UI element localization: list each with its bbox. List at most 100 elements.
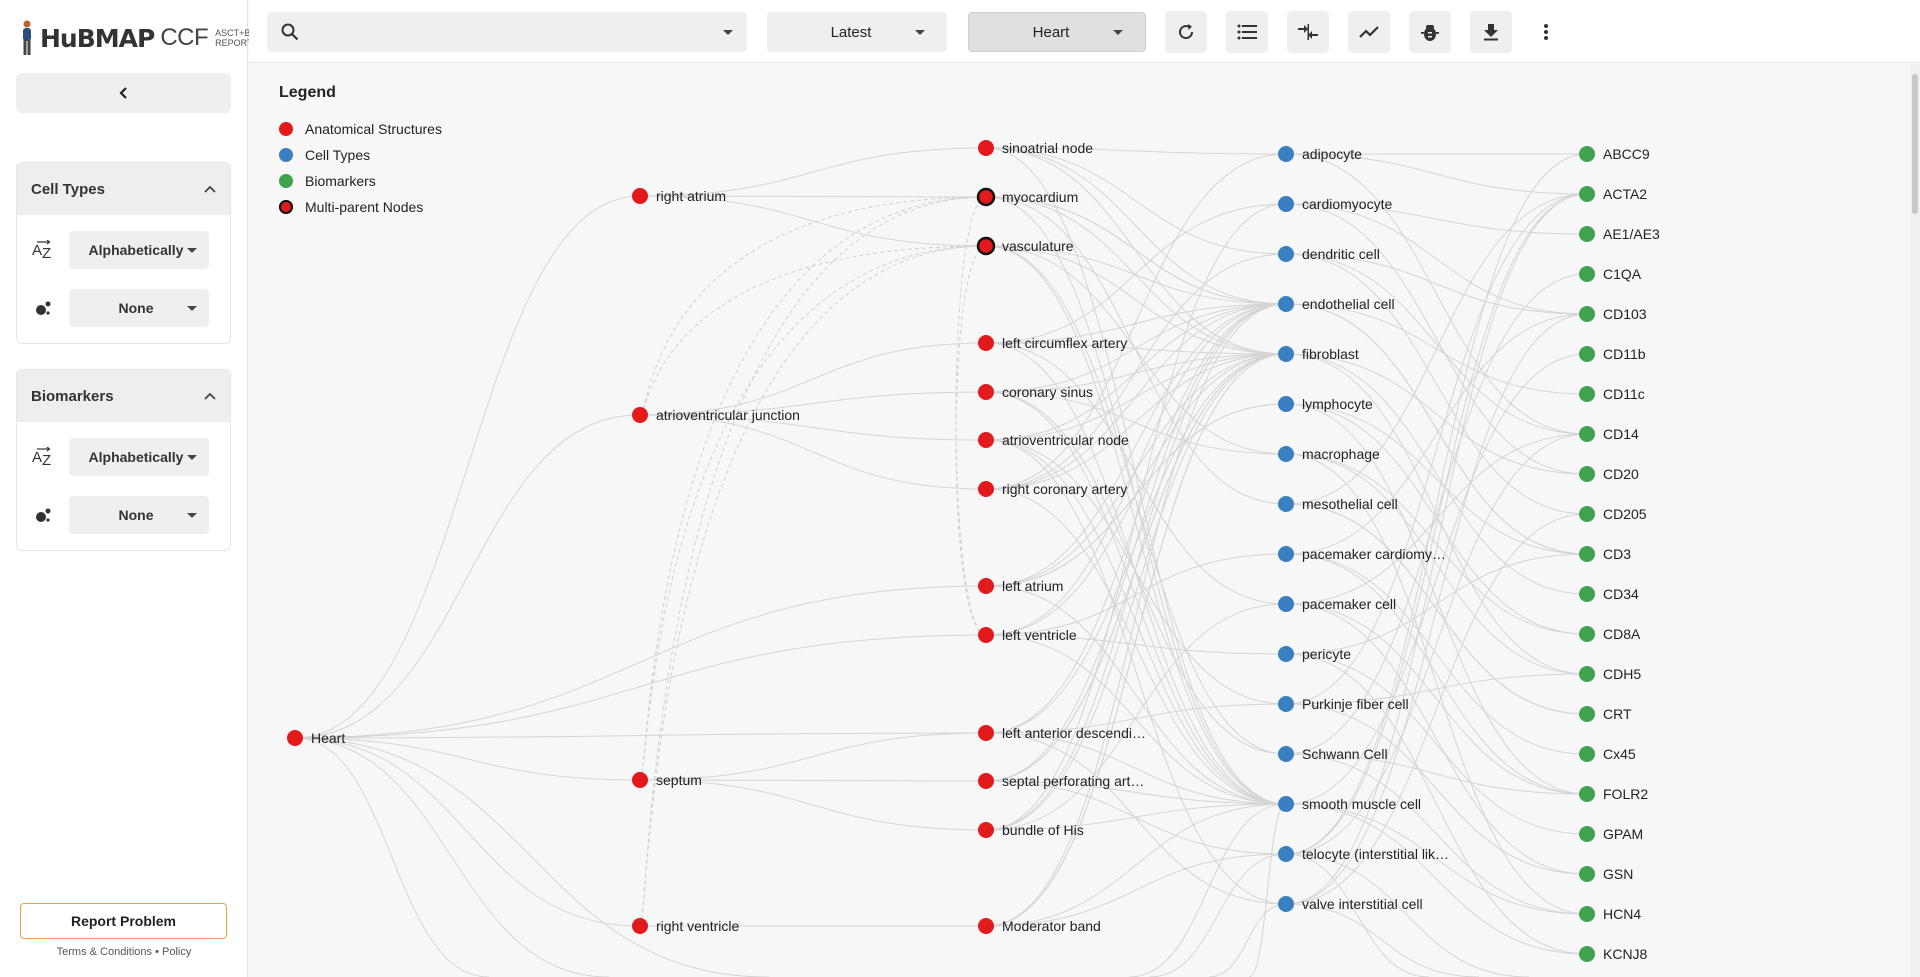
policy-link[interactable]: Policy [162, 946, 192, 958]
node-label[interactable]: left anterior descendi… [1002, 725, 1146, 741]
node-biomarker[interactable]: CD205 [1579, 506, 1647, 522]
node-label[interactable]: GSN [1603, 866, 1633, 882]
node-biomarker[interactable]: CD20 [1579, 466, 1639, 482]
scrollbar-thumb[interactable] [1912, 74, 1918, 214]
node-circle[interactable] [978, 384, 994, 400]
node-label[interactable]: septum [656, 772, 702, 788]
node-label[interactable]: Schwann Cell [1302, 746, 1388, 762]
node-cell-type[interactable]: Purkinje fiber cell [1278, 696, 1409, 712]
node-biomarker[interactable]: GSN [1579, 866, 1633, 882]
node-label[interactable]: CD205 [1603, 506, 1647, 522]
node-cell-type[interactable]: dendritic cell [1278, 246, 1380, 262]
node-biomarker[interactable]: KCNJ8 [1579, 946, 1648, 962]
node-label[interactable]: C1QA [1603, 266, 1642, 282]
node-biomarker[interactable]: CRT [1579, 706, 1632, 722]
node-circle[interactable] [1278, 296, 1294, 312]
node-cell-type[interactable]: valve interstitial cell [1278, 896, 1423, 912]
graph-canvas[interactable]: Heart right atrium atrioventricular juncti… [249, 64, 1920, 977]
cell-types-sort-select[interactable]: Alphabetically [69, 231, 209, 269]
node-circle[interactable] [978, 432, 994, 448]
node-label[interactable]: CRT [1603, 706, 1632, 722]
biomarkers-sort-select[interactable]: Alphabetically [69, 438, 209, 476]
node-circle[interactable] [1579, 706, 1595, 722]
node-label[interactable]: ABCC9 [1603, 146, 1650, 162]
node-anatomical-structure[interactable]: right ventricle [632, 918, 739, 934]
node-label[interactable]: septal perforating art… [1002, 773, 1144, 789]
node-label[interactable]: CD20 [1603, 466, 1639, 482]
node-circle[interactable] [1278, 146, 1294, 162]
node-biomarker[interactable]: CDH5 [1579, 666, 1641, 682]
report-problem-button[interactable]: Report Problem [20, 903, 227, 939]
node-circle[interactable] [632, 918, 648, 934]
node-multi-parent[interactable]: vasculature [976, 236, 1074, 256]
search-input[interactable] [309, 24, 723, 40]
node-label[interactable]: CD3 [1603, 546, 1631, 562]
node-label[interactable]: left atrium [1002, 578, 1063, 594]
node-cell-type[interactable]: pacemaker cardiomy… [1278, 546, 1446, 562]
node-circle[interactable] [1579, 226, 1595, 242]
node-anatomical-structure[interactable]: bundle of His [978, 822, 1084, 838]
node-circle[interactable] [978, 822, 994, 838]
collapse-sidebar-button[interactable] [16, 73, 231, 113]
node-circle[interactable] [1278, 346, 1294, 362]
node-circle[interactable] [1278, 446, 1294, 462]
node-cell-type[interactable]: endothelial cell [1278, 296, 1395, 312]
node-circle[interactable] [632, 772, 648, 788]
node-biomarker[interactable]: CD14 [1579, 426, 1639, 442]
node-label[interactable]: Heart [311, 730, 345, 746]
node-cell-type[interactable]: pacemaker cell [1278, 596, 1396, 612]
node-label[interactable]: myocardium [1002, 189, 1078, 205]
node-label[interactable]: smooth muscle cell [1302, 796, 1421, 812]
node-biomarker[interactable]: CD3 [1579, 546, 1631, 562]
node-circle[interactable] [978, 481, 994, 497]
node-label[interactable]: CD8A [1603, 626, 1641, 642]
node-circle[interactable] [1278, 746, 1294, 762]
cell-types-panel-header[interactable]: Cell Types [17, 163, 230, 215]
node-label[interactable]: atrioventricular node [1002, 432, 1129, 448]
node-cell-type[interactable]: telocyte (interstitial lik… [1278, 846, 1449, 862]
node-label[interactable]: bundle of His [1002, 822, 1084, 838]
node-circle[interactable] [976, 236, 996, 256]
node-label[interactable]: CD103 [1603, 306, 1647, 322]
node-circle[interactable] [1579, 626, 1595, 642]
node-circle[interactable] [1579, 266, 1595, 282]
node-circle[interactable] [1579, 306, 1595, 322]
node-cell-type[interactable]: adipocyte [1278, 146, 1362, 162]
node-anatomical-structure[interactable]: atrioventricular junction [632, 407, 800, 423]
node-circle[interactable] [1579, 906, 1595, 922]
organ-select[interactable]: Heart [968, 12, 1146, 52]
node-circle[interactable] [1579, 466, 1595, 482]
node-anatomical-structure[interactable]: right atrium [632, 188, 726, 204]
node-anatomical-structure[interactable]: septal perforating art… [978, 773, 1144, 789]
search-box[interactable] [267, 12, 747, 52]
node-label[interactable]: telocyte (interstitial lik… [1302, 846, 1449, 862]
node-circle[interactable] [976, 187, 996, 207]
node-circle[interactable] [978, 918, 994, 934]
node-biomarker[interactable]: CD11b [1579, 346, 1646, 362]
node-label[interactable]: mesothelial cell [1302, 496, 1398, 512]
node-label[interactable]: pacemaker cardiomy… [1302, 546, 1446, 562]
node-label[interactable]: left ventricle [1002, 627, 1077, 643]
node-circle[interactable] [1579, 826, 1595, 842]
node-label[interactable]: KCNJ8 [1603, 946, 1648, 962]
node-multi-parent[interactable]: myocardium [976, 187, 1078, 207]
node-circle[interactable] [978, 140, 994, 156]
node-label[interactable]: left circumflex artery [1002, 335, 1127, 351]
vertical-scrollbar[interactable] [1910, 64, 1920, 977]
node-root[interactable]: Heart [287, 730, 345, 746]
cell-types-size-select[interactable]: None [69, 289, 209, 327]
node-label[interactable]: sinoatrial node [1002, 140, 1093, 156]
node-label[interactable]: right coronary artery [1002, 481, 1127, 497]
node-label[interactable]: AE1/AE3 [1603, 226, 1660, 242]
node-cell-type[interactable]: cardiomyocyte [1278, 196, 1392, 212]
node-anatomical-structure[interactable]: left circumflex artery [978, 335, 1127, 351]
node-biomarker[interactable]: ABCC9 [1579, 146, 1650, 162]
node-circle[interactable] [978, 627, 994, 643]
node-circle[interactable] [1579, 506, 1595, 522]
caret-down-icon[interactable] [723, 29, 733, 35]
node-circle[interactable] [1579, 746, 1595, 762]
node-label[interactable]: macrophage [1302, 446, 1380, 462]
node-circle[interactable] [1579, 386, 1595, 402]
node-label[interactable]: dendritic cell [1302, 246, 1380, 262]
node-circle[interactable] [1278, 196, 1294, 212]
